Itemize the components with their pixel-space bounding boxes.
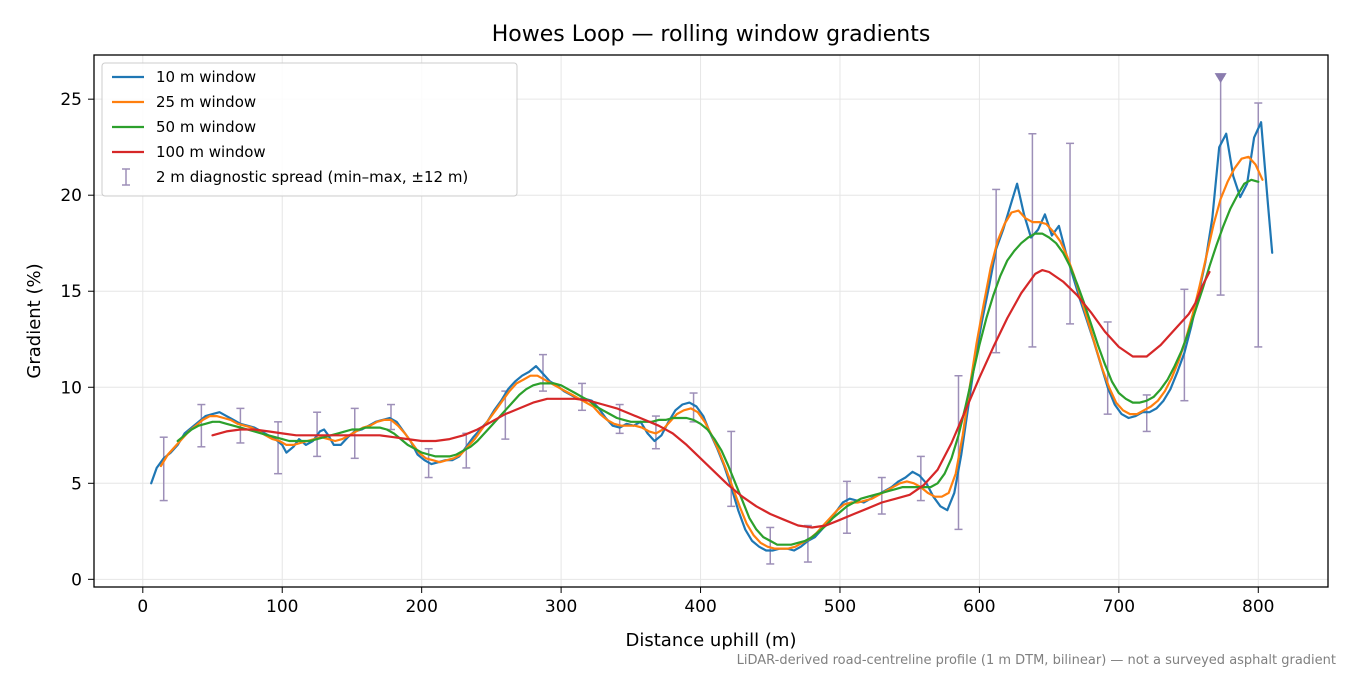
y-tick-label: 15 — [60, 282, 82, 302]
error-bar — [766, 526, 775, 565]
y-axis-ticks: 0 5 10 15 20 25 — [60, 90, 94, 590]
legend-label: 100 m window — [156, 143, 266, 161]
footnote: LiDAR-derived road-centreline profile (1… — [737, 653, 1336, 668]
legend-box — [101, 62, 518, 197]
y-tick-label: 25 — [60, 90, 82, 110]
x-tick-label: 300 — [545, 597, 577, 617]
clipped-marker — [1214, 73, 1227, 84]
error-bar — [727, 430, 736, 508]
x-tick-label: 600 — [963, 597, 995, 617]
x-axis-ticks: 0 100 200 300 400 500 600 700 800 — [137, 587, 1275, 617]
x-tick-label: 400 — [684, 597, 716, 617]
x-tick-label: 0 — [137, 597, 148, 617]
x-axis-label: Distance uphill (m) — [626, 630, 797, 651]
plot-frame — [93, 54, 1329, 588]
error-bar — [1066, 142, 1075, 325]
series-line-4 — [211, 269, 1211, 529]
series-line-3 — [176, 178, 1260, 546]
error-bar — [992, 188, 1001, 354]
x-tick-label: 100 — [266, 597, 298, 617]
y-tick-label: 10 — [60, 378, 82, 398]
error-bar — [877, 476, 886, 515]
chart-title: Howes Loop — rolling window gradients — [492, 22, 931, 47]
x-tick-label: 500 — [824, 597, 856, 617]
error-bar — [1103, 321, 1112, 415]
legend: 10 m window 25 m window 50 m window 100 m w… — [101, 62, 518, 197]
series-lines — [150, 121, 1274, 552]
legend-label: 50 m window — [156, 118, 256, 136]
legend-label: 2 m diagnostic spread (min–max, ±12 m) — [156, 168, 468, 186]
error-bar — [1214, 73, 1227, 296]
y-axis-label: Gradient (%) — [24, 263, 45, 378]
error-bar — [274, 421, 283, 475]
error-bar — [159, 436, 168, 502]
x-tick-label: 700 — [1103, 597, 1135, 617]
legend-label: 25 m window — [156, 93, 256, 111]
y-tick-label: 5 — [71, 474, 82, 494]
legend-label: 10 m window — [156, 68, 256, 86]
y-tick-label: 0 — [71, 570, 82, 590]
error-bar — [1254, 102, 1263, 348]
error-bar — [1028, 132, 1037, 348]
y-tick-label: 20 — [60, 186, 82, 206]
x-tick-label: 200 — [405, 597, 437, 617]
x-tick-label: 800 — [1242, 597, 1274, 617]
